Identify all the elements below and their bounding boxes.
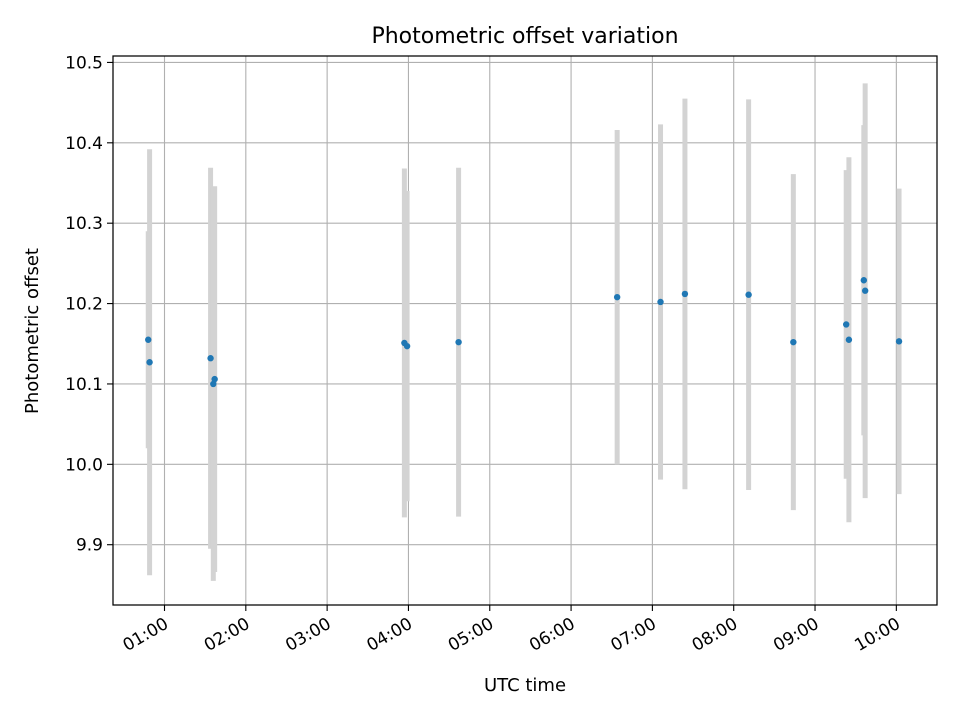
data-point [861, 287, 869, 294]
data-point [210, 380, 217, 388]
y-tick-label: 9.9 [76, 536, 103, 556]
data-point [845, 336, 853, 343]
data-points [145, 277, 903, 388]
data-point [211, 375, 218, 383]
y-tick-label: 10.3 [65, 214, 103, 234]
data-point [455, 338, 462, 346]
grid [113, 56, 937, 605]
axes-frame [112, 55, 938, 606]
data-point [745, 291, 752, 298]
y-tick-label: 10.4 [65, 134, 103, 154]
data-point [842, 321, 850, 328]
data-point [145, 336, 152, 343]
y-tick-label: 10.2 [65, 295, 103, 315]
x-axis-label: UTC time [484, 675, 566, 696]
data-point [790, 338, 797, 346]
data-point [146, 359, 153, 366]
chart-title: Photometric offset variation [371, 24, 678, 49]
y-tick-label: 10.5 [65, 53, 103, 73]
data-point [613, 293, 621, 301]
data-point [860, 277, 868, 284]
data-point [681, 290, 689, 298]
data-point [657, 298, 664, 306]
data-point [895, 338, 903, 345]
data-point [403, 342, 411, 350]
y-tick-label: 10.0 [65, 455, 103, 475]
data-point [207, 355, 214, 362]
y-axis-label: Photometric offset [22, 248, 43, 414]
y-tick-label: 10.1 [65, 375, 103, 395]
